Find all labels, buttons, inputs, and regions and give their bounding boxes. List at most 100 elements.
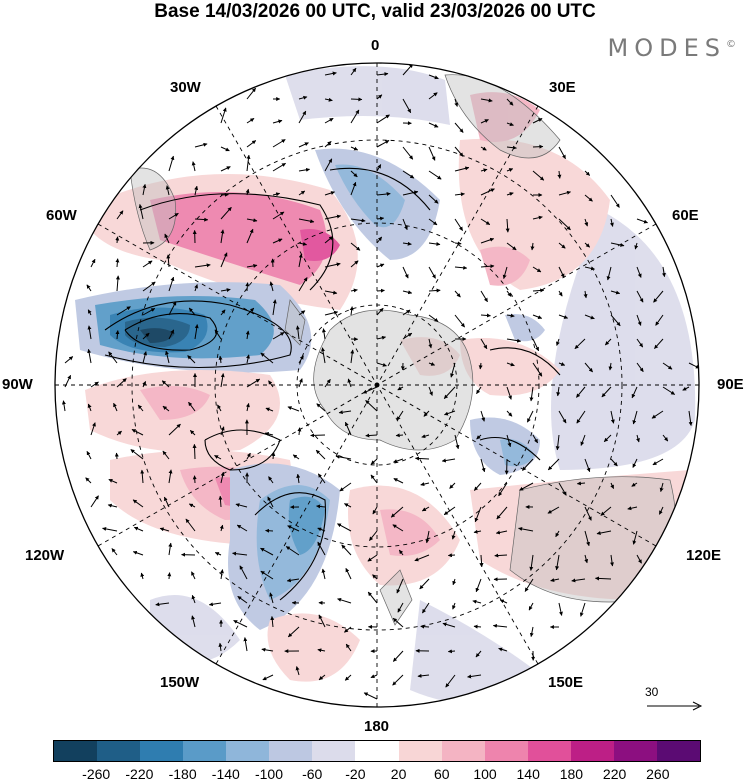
wind-vector: [476, 434, 482, 440]
wind-vector: [337, 523, 352, 532]
wind-vector: [396, 410, 404, 421]
wind-vector: [447, 553, 456, 558]
wind-vector: [473, 624, 482, 629]
wind-vector: [376, 263, 385, 268]
wind-vector: [155, 602, 170, 607]
wind-vector: [272, 139, 286, 148]
wind-vector: [372, 506, 378, 515]
wind-vector: [162, 405, 170, 412]
wind-vector: [454, 122, 464, 133]
wind-vector: [298, 310, 306, 316]
wind-vector: [367, 554, 378, 562]
wind-vector: [90, 422, 96, 436]
wind-vector: [208, 602, 222, 607]
wind-vector: [114, 452, 119, 460]
wind-vector: [452, 602, 456, 610]
wind-vector: [90, 381, 99, 388]
wind-vector: [298, 253, 303, 268]
wind-vector: [584, 242, 591, 248]
wind-vector: [417, 673, 430, 678]
wind-vector: [87, 403, 92, 412]
wind-vector: [661, 266, 666, 278]
wind-vector: [526, 410, 534, 423]
wind-vector: [472, 599, 482, 604]
wind-vector: [116, 210, 124, 220]
wind-vector: [555, 554, 560, 571]
wind-vector: [428, 170, 442, 180]
colorbar-swatch: [355, 741, 399, 761]
wind-vector: [246, 452, 251, 460]
wind-vector: [168, 542, 173, 556]
map-boundary: [54, 62, 700, 708]
wind-vector: [451, 530, 456, 540]
wind-vector: [350, 170, 358, 178]
wind-vector: [246, 87, 256, 100]
wind-vector: [402, 146, 414, 160]
wind-vector: [632, 530, 638, 545]
wind-vector: [473, 529, 482, 534]
wind-vector: [498, 647, 508, 652]
wind-vector: [194, 324, 199, 340]
wind-vector: [142, 260, 153, 268]
wind-vector: [632, 458, 638, 468]
wind-vector: [601, 386, 612, 398]
reference-vector-label: 30: [645, 685, 659, 699]
wind-vector: [532, 434, 539, 444]
wind-vector: [376, 307, 384, 316]
wind-vector: [298, 167, 310, 172]
wind-vector: [298, 241, 307, 246]
wind-vector: [442, 622, 456, 628]
wind-vector: [376, 236, 383, 244]
lon-label-30e: 30E: [549, 79, 576, 96]
colorbar-swatch: [226, 741, 270, 761]
wind-vector: [479, 554, 484, 568]
wind-vector: [350, 97, 363, 102]
wind-vector: [632, 410, 638, 425]
wind-vector: [116, 378, 127, 388]
wind-vector: [376, 114, 390, 124]
wind-vector: [402, 190, 419, 196]
wind-vector: [398, 549, 404, 556]
wind-vector: [556, 386, 561, 397]
wind-vector: [428, 386, 433, 396]
wind-vector: [547, 458, 560, 471]
wind-vector: [610, 314, 621, 327]
wind-vector: [295, 666, 300, 676]
wind-vector: [608, 362, 613, 371]
wind-vector: [610, 290, 621, 295]
wind-vector: [480, 338, 488, 350]
wind-vector: [142, 351, 148, 364]
wind-vector: [159, 527, 170, 532]
wind-vector: [350, 109, 360, 124]
wind-vector: [345, 643, 352, 652]
wind-vector: [295, 325, 300, 340]
wind-vector: [87, 325, 92, 340]
wind-vector: [372, 574, 378, 580]
lon-label-120e: 120E: [686, 547, 722, 564]
wind-vector: [218, 355, 223, 364]
wind-vector: [321, 568, 326, 580]
lon-label-30w: 30W: [170, 79, 201, 96]
wind-vector: [194, 284, 198, 292]
wind-vector: [659, 482, 664, 492]
wind-vector: [636, 218, 648, 224]
wind-vector: [268, 380, 274, 388]
wind-vector: [421, 434, 430, 439]
wind-vector: [137, 404, 144, 412]
wind-vector: [214, 552, 222, 556]
wind-vector: [264, 431, 274, 436]
wind-vector: [338, 410, 352, 415]
wind-vector: [113, 402, 118, 412]
lon-label-0: 0: [371, 37, 380, 54]
wind-vector: [532, 118, 543, 124]
wind-vector: [218, 495, 223, 508]
wind-vector: [116, 306, 131, 316]
wind-vector: [494, 553, 508, 558]
wind-vector: [315, 449, 326, 460]
wind-vector: [218, 642, 223, 652]
wind-vector: [245, 403, 250, 412]
wind-vector: [584, 530, 590, 547]
wind-vector: [634, 242, 639, 250]
wind-vector: [350, 218, 366, 223]
brand-mark: ©: [726, 39, 736, 50]
